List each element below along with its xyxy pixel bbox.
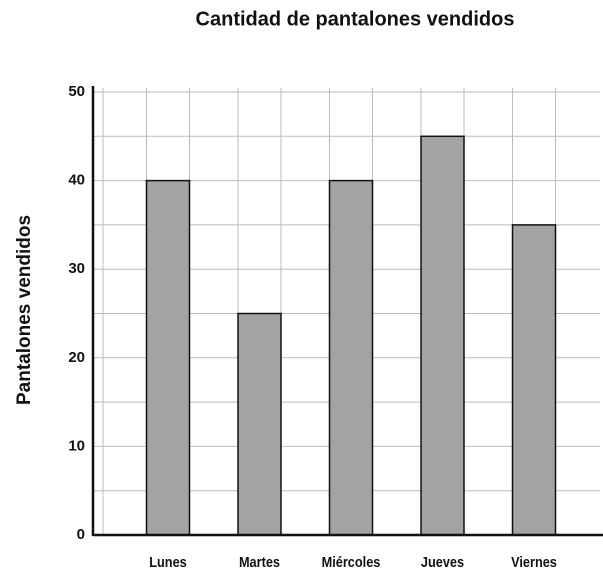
y-axis-label: Pantalones vendidos [14,215,35,405]
bar [237,312,282,536]
y-tick-label: 10 [68,437,85,454]
bar [328,179,374,536]
bar [511,224,557,536]
x-tick-label: Martes [239,553,280,570]
bar [145,179,191,536]
x-tick-label: Jueves [421,553,464,570]
bar [420,135,465,536]
y-tick-label: 40 [68,172,85,189]
x-tick-label: Viernes [511,553,557,570]
x-tick-label: Lunes [149,553,187,570]
y-tick-label: 30 [68,260,85,277]
y-tick-label: 50 [68,83,85,100]
x-tick-label: Miércoles [322,553,381,570]
chart-title: Cantidad de pantalones vendidos [196,8,515,30]
y-tick-label: 0 [77,526,85,543]
y-tick-label: 20 [68,349,85,366]
